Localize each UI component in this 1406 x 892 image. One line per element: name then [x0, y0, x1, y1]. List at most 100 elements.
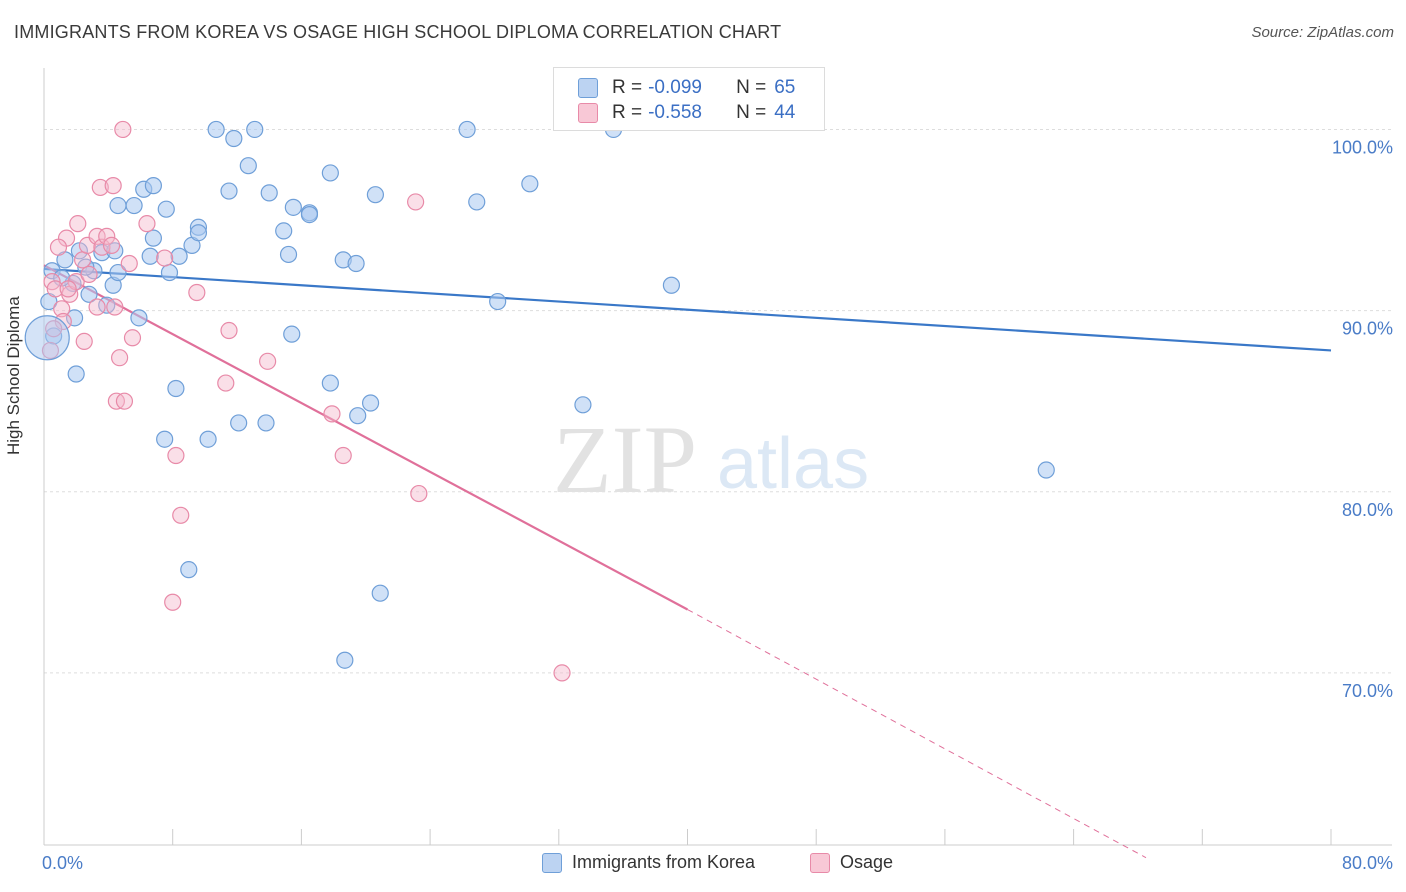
- point-osage: [220, 321, 238, 340]
- point-osage: [334, 446, 352, 465]
- point-korea: [199, 430, 217, 448]
- point-korea: [109, 196, 127, 215]
- bottom-legend-korea[interactable]: Immigrants from Korea: [542, 852, 755, 873]
- point-osage: [217, 374, 235, 392]
- point-korea: [130, 309, 148, 327]
- y-tick-label: 70.0%: [1342, 681, 1393, 701]
- legend-swatch-osage: [578, 103, 598, 123]
- point-osage: [98, 227, 116, 245]
- point-osage: [49, 238, 68, 256]
- legend-r-value-korea: -0.099: [648, 77, 702, 98]
- source-label: Source: ZipAtlas.com: [1251, 24, 1394, 41]
- point-korea: [349, 407, 367, 425]
- point-osage: [88, 298, 106, 316]
- point-korea: [67, 365, 85, 383]
- point-korea: [275, 222, 293, 240]
- point-korea: [300, 206, 319, 224]
- point-korea: [662, 276, 681, 294]
- point-korea: [239, 157, 257, 175]
- point-osage: [164, 593, 182, 611]
- axes: [43, 68, 1392, 846]
- point-korea: [521, 175, 539, 193]
- point-osage: [323, 405, 341, 423]
- point-korea: [230, 414, 248, 432]
- chart-title: IMMIGRANTS FROM KOREA VS OSAGE HIGH SCHO…: [14, 22, 782, 42]
- point-korea: [574, 396, 592, 414]
- point-osage: [80, 265, 98, 283]
- point-korea: [366, 186, 385, 204]
- point-korea: [336, 651, 354, 669]
- point-korea: [284, 198, 302, 216]
- point-korea: [109, 263, 127, 282]
- point-osage: [553, 664, 571, 682]
- point-korea: [144, 177, 162, 195]
- legend-row-korea: R = -0.099 N = 65: [578, 76, 795, 100]
- point-osage: [106, 298, 124, 316]
- point-osage: [102, 236, 121, 254]
- tick-labels: 70.0% 80.0% 90.0% 100.0% 0.0% 80.0%: [42, 137, 1393, 873]
- trend-lines: [43, 264, 1332, 859]
- point-osage: [138, 215, 156, 233]
- point-korea: [321, 164, 339, 182]
- bottom-legend-label-korea: Immigrants from Korea: [572, 852, 756, 872]
- point-korea: [361, 394, 380, 412]
- point-korea: [157, 200, 175, 218]
- point-osage: [104, 177, 122, 195]
- bottom-legend-swatch-osage: [810, 852, 830, 873]
- point-korea: [257, 414, 275, 432]
- point-osage: [53, 300, 71, 318]
- trend-line-osage-extension: [687, 609, 1147, 859]
- legend-r-value-osage: -0.558: [648, 102, 702, 123]
- point-osage: [88, 227, 106, 245]
- point-korea: [207, 120, 225, 139]
- point-osage: [69, 215, 87, 233]
- point-korea: [160, 263, 179, 282]
- point-osage: [91, 178, 109, 197]
- point-osage: [172, 506, 190, 524]
- point-korea: [167, 379, 185, 398]
- point-korea: [321, 374, 339, 392]
- legend-row-osage: R = -0.558 N = 44: [578, 101, 795, 125]
- y-tick-label: 100.0%: [1332, 137, 1393, 157]
- point-osage: [75, 332, 93, 351]
- legend-n-value-korea: 65: [774, 77, 796, 98]
- point-korea: [106, 242, 124, 260]
- point-korea: [220, 182, 238, 200]
- point-korea: [125, 196, 143, 215]
- point-osage: [259, 352, 277, 370]
- legend-r-label: R =: [612, 77, 643, 98]
- watermark-atlas: atlas: [717, 424, 869, 504]
- point-cluster-korea: [24, 315, 70, 361]
- grid-lines: [44, 128, 1392, 674]
- point-korea: [283, 325, 301, 343]
- point-korea: [260, 184, 278, 202]
- point-osage: [410, 484, 428, 503]
- bottom-legend-swatch-korea: [542, 852, 562, 873]
- point-korea: [279, 245, 298, 264]
- point-osage: [59, 280, 77, 298]
- bottom-legend-label-osage: Osage: [840, 852, 894, 872]
- bottom-legend-osage[interactable]: Osage: [810, 852, 893, 873]
- y-tick-label: 80.0%: [1342, 500, 1393, 520]
- point-korea: [489, 292, 507, 311]
- point-korea: [246, 120, 264, 139]
- point-korea: [225, 129, 243, 148]
- point-korea: [80, 285, 98, 303]
- point-osage: [167, 446, 185, 465]
- watermark-zip: ZIP: [553, 406, 697, 513]
- legend-n-label: N =: [736, 102, 767, 123]
- trend-line-osage: [43, 264, 689, 611]
- point-osage: [74, 251, 92, 269]
- point-korea: [1037, 461, 1055, 479]
- x-tick-label: 0.0%: [42, 853, 83, 873]
- trend-line-korea: [43, 267, 1332, 352]
- point-korea: [144, 229, 162, 247]
- point-osage: [188, 283, 206, 302]
- point-osage: [114, 120, 132, 139]
- point-korea: [156, 430, 174, 448]
- point-korea: [180, 561, 198, 579]
- point-korea: [468, 193, 486, 211]
- point-korea: [371, 584, 389, 602]
- point-osage: [407, 193, 425, 211]
